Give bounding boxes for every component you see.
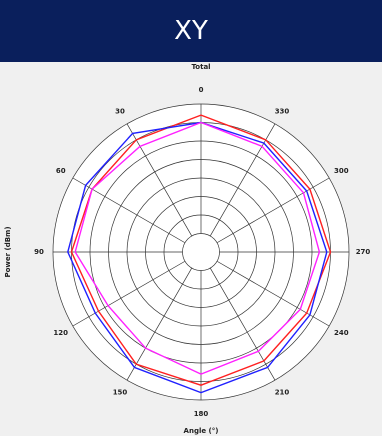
grid-spoke	[126, 267, 193, 381]
angle-label: 330	[275, 108, 290, 116]
angle-label: 30	[115, 108, 125, 116]
grid-spoke	[126, 123, 193, 237]
angle-label: 60	[56, 167, 66, 175]
angle-label: 90	[34, 248, 44, 256]
grid-spoke	[72, 260, 186, 327]
angle-label: 150	[113, 388, 128, 396]
chart: Total Angle (°) Power (dBm) 0 30 60 90 120 15…	[4, 63, 371, 435]
y-axis-label: Power (dBm)	[4, 226, 12, 277]
chart-title: Total	[191, 63, 210, 71]
plot-face	[53, 104, 349, 400]
angle-label: 270	[356, 248, 371, 256]
x-axis-label: Angle (°)	[184, 427, 219, 435]
series-line	[67, 121, 328, 394]
angle-label: 180	[194, 410, 209, 418]
angle-label: 300	[334, 167, 349, 175]
angle-label: 0	[199, 86, 204, 94]
angle-label: 240	[334, 329, 349, 337]
angle-label: 210	[275, 388, 290, 396]
header-title: XY	[0, 0, 382, 62]
series-line	[74, 121, 321, 375]
angle-label: 120	[53, 329, 68, 337]
